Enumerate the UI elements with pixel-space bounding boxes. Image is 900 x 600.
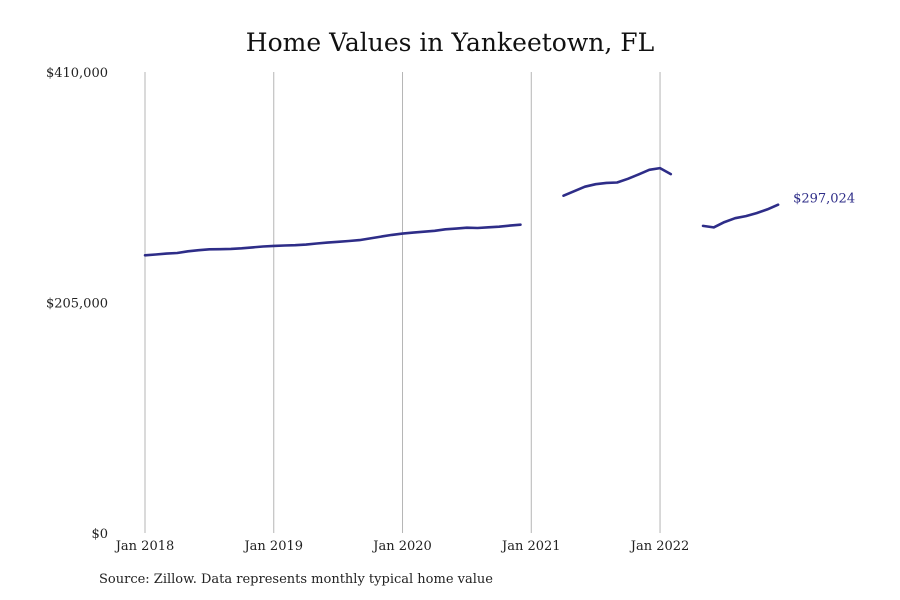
line-segment-1 xyxy=(562,166,673,197)
y-tick-label: $0 xyxy=(91,527,108,542)
x-tick-label: Jan 2021 xyxy=(500,539,561,554)
x-axis-ticks: Jan 2018 Jan 2019 Jan 2020 Jan 2021 Jan 2022 xyxy=(114,539,690,554)
gridlines xyxy=(144,72,661,533)
x-tick-label: Jan 2020 xyxy=(371,539,432,554)
x-tick-label: Jan 2018 xyxy=(114,539,175,554)
line-segment-2 xyxy=(701,203,780,229)
source-note: Source: Zillow. Data represents monthly … xyxy=(99,572,493,587)
series-home-value xyxy=(143,166,780,257)
x-tick-label: Jan 2022 xyxy=(629,539,690,554)
end-value-label: $297,024 xyxy=(793,192,855,207)
y-tick-label: $410,000 xyxy=(46,66,108,81)
y-axis-ticks: $0 $205,000 $410,000 xyxy=(46,66,108,542)
line-segment-0 xyxy=(143,223,522,257)
chart-title: Home Values in Yankeetown, FL xyxy=(245,28,655,57)
y-tick-label: $205,000 xyxy=(46,297,108,312)
x-tick-label: Jan 2019 xyxy=(242,539,303,554)
